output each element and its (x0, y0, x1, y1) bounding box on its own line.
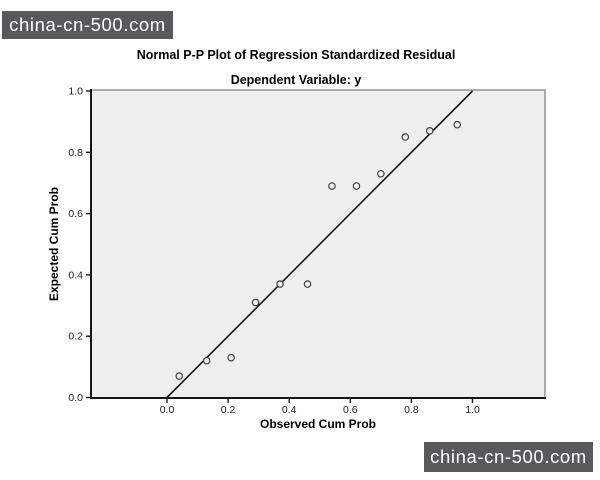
x-tick-label: 0.2 (221, 404, 236, 416)
x-tick-label: 1.0 (465, 404, 480, 416)
data-point-marker (352, 182, 361, 190)
plot-area (90, 89, 546, 399)
x-tick-label: 0.0 (160, 404, 175, 416)
data-points (175, 120, 462, 380)
data-point-marker (276, 280, 284, 288)
data-point-marker (425, 127, 434, 135)
y-tick-label: 0.2 (68, 331, 83, 343)
chart-title: Normal P-P Plot of Regression Standardiz… (137, 48, 456, 62)
data-point-marker (251, 298, 260, 307)
y-tick-label: 0.6 (68, 208, 83, 220)
reference-line (166, 90, 474, 399)
x-tick-label: 0.8 (404, 404, 419, 416)
y-tick-label: 1.0 (68, 86, 83, 98)
x-tick-label: 0.6 (343, 404, 358, 416)
watermark-top-left: china-cn-500.com (2, 11, 173, 39)
y-tick-label: 0.4 (68, 269, 83, 281)
y-tick-label: 0.8 (68, 147, 83, 159)
y-tick-label: 0.0 (68, 392, 83, 404)
axis-ticks: 0.0 0.2 0.4 0.6 0.8 1.0 0.0 0.2 0.4 0.6 0.8 1.0 (68, 86, 480, 417)
x-tick-label: 0.4 (282, 404, 297, 416)
data-point-marker (453, 120, 462, 129)
data-point-marker (377, 169, 385, 178)
data-point-marker (401, 133, 410, 141)
data-point-marker (303, 280, 312, 288)
watermark-bottom-right: china-cn-500.com (424, 442, 593, 472)
data-point-marker (202, 356, 211, 365)
data-point-marker (175, 372, 184, 380)
x-axis-title: Observed Cum Prob (260, 417, 376, 431)
data-point-marker (227, 353, 235, 362)
chart-subtitle: Dependent Variable: y (231, 73, 362, 87)
y-axis-title: Expected Cum Prob (47, 187, 61, 301)
data-point-marker (328, 182, 336, 190)
